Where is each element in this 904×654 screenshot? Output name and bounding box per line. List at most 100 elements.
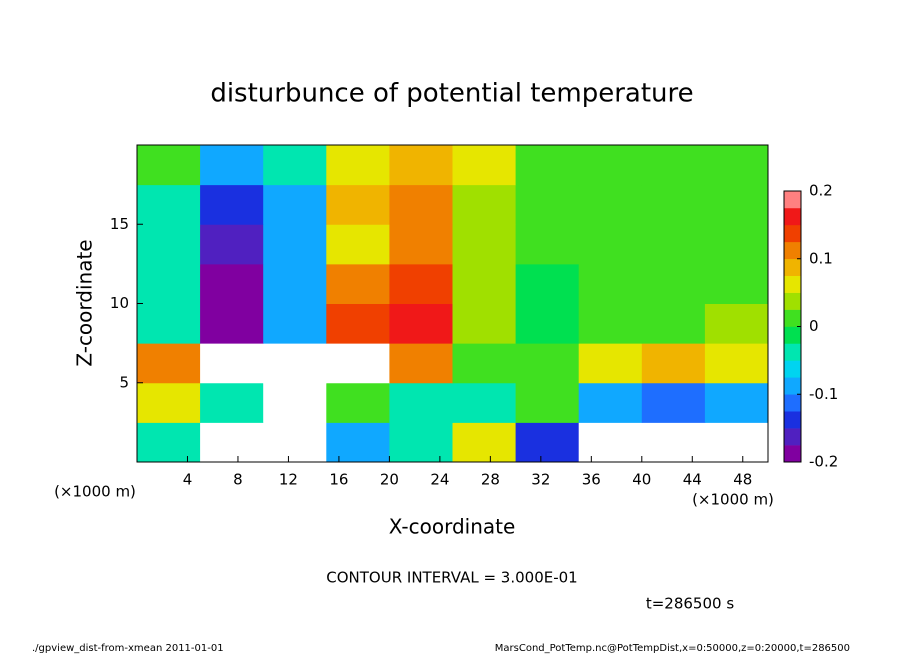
heatmap-cell xyxy=(200,184,264,225)
heatmap-cell xyxy=(137,422,201,463)
heatmap-cell xyxy=(578,343,643,384)
heatmap-cell xyxy=(200,263,264,304)
colorbar-band xyxy=(784,258,801,276)
heatmap-cell xyxy=(200,343,264,384)
time-label: t=286500 s xyxy=(646,595,734,613)
heatmap-cell xyxy=(452,303,517,344)
heatmap-cell xyxy=(515,343,580,384)
y-axis-label: Z-coordinate xyxy=(73,239,97,366)
heatmap-cell xyxy=(326,184,390,225)
heatmap-cell xyxy=(389,303,453,344)
heatmap-cell xyxy=(704,184,769,225)
heatmap-cell xyxy=(515,422,580,463)
heatmap-cell xyxy=(200,224,264,265)
heatmap-cell xyxy=(326,145,390,186)
x-tick-label: 8 xyxy=(233,471,243,489)
heatmap-cell xyxy=(452,382,517,423)
heatmap-cell xyxy=(704,382,769,423)
heatmap-cell xyxy=(704,145,769,186)
heatmap-cell xyxy=(641,145,706,186)
chart-title: disturbunce of potential temperature xyxy=(210,79,693,109)
heatmap-cell xyxy=(515,303,580,344)
x-tick-label: 36 xyxy=(582,471,601,489)
heatmap-cell xyxy=(137,343,201,384)
heatmap-cell xyxy=(263,145,327,186)
colorbar-band xyxy=(784,207,801,226)
heatmap-cell xyxy=(200,303,264,344)
y-tick-label: 15 xyxy=(110,215,129,233)
colorbar-tick-label: -0.2 xyxy=(809,453,838,471)
heatmap-cell xyxy=(263,224,327,265)
heatmap-cell xyxy=(452,184,517,225)
heatmap-cell xyxy=(515,145,580,186)
heatmap-cell xyxy=(641,343,706,384)
colorbar-band xyxy=(784,191,801,209)
heatmap-cell xyxy=(200,382,264,423)
heatmap-cell xyxy=(263,343,327,384)
colorbar-tick-label: 0.2 xyxy=(809,182,833,200)
heatmap-cell xyxy=(389,145,453,186)
heatmap-cell xyxy=(704,422,769,463)
colorbar-band xyxy=(784,394,801,412)
heatmap-cell xyxy=(389,343,453,384)
heatmap-cell xyxy=(578,303,643,344)
heatmap-cell xyxy=(137,184,201,225)
heatmap-cell xyxy=(137,224,201,265)
heatmap-cell xyxy=(263,184,327,225)
heatmap-cell xyxy=(452,343,517,384)
heatmap-cell xyxy=(515,224,580,265)
colorbar-band xyxy=(784,428,801,446)
heatmap-cell xyxy=(704,224,769,265)
y-tick-label: 5 xyxy=(119,373,129,391)
x-axis-label: X-coordinate xyxy=(389,515,516,539)
heatmap-cell xyxy=(641,263,706,304)
heatmap-cell xyxy=(641,303,706,344)
heatmap-cell xyxy=(389,224,453,265)
heatmap-cell xyxy=(704,303,769,344)
heatmap-cell xyxy=(200,422,264,463)
heatmap-cell xyxy=(515,382,580,423)
heatmap-cell xyxy=(515,184,580,225)
heatmap-cell xyxy=(137,145,201,186)
footer: ./gpview_dist-from-xmean 2011-01-01 xyxy=(32,643,224,654)
heatmap-cell xyxy=(389,382,453,423)
footer: MarsCond_PotTemp.nc@PotTempDist,x=0:5000… xyxy=(495,643,850,654)
heatmap-cell xyxy=(200,145,264,186)
heatmap-cell xyxy=(452,263,517,304)
heatmap-cell xyxy=(326,343,390,384)
colorbar-band xyxy=(784,377,801,395)
heatmap-cell xyxy=(326,422,390,463)
x-unit: (×1000 m) xyxy=(692,491,774,509)
heatmap-cell xyxy=(452,422,517,463)
heatmap-cell xyxy=(452,224,517,265)
y-tick-label: 10 xyxy=(110,294,129,312)
annotation: CONTOUR INTERVAL = 3.000E-01 xyxy=(326,569,577,587)
heatmap-cell xyxy=(578,422,643,463)
heatmap-cell xyxy=(137,263,201,304)
heatmap-cell xyxy=(641,184,706,225)
heatmap-cell xyxy=(641,382,706,423)
heatmap-cell xyxy=(704,263,769,304)
colorbar-tick-label: 0 xyxy=(809,317,819,335)
heatmap-cell xyxy=(578,145,643,186)
heatmap-cell xyxy=(389,184,453,225)
heatmap-cell xyxy=(515,263,580,304)
heatmap-cell xyxy=(326,382,390,423)
heatmap-cell xyxy=(326,303,390,344)
x-tick-label: 12 xyxy=(279,471,298,489)
colorbar-band xyxy=(784,224,801,243)
heatmap-cell xyxy=(389,263,453,304)
heatmap-cell xyxy=(263,382,327,423)
heatmap-cell xyxy=(326,224,390,265)
heatmap-cell xyxy=(704,343,769,384)
heatmap-cell xyxy=(263,303,327,344)
colorbar-tick-label: 0.1 xyxy=(809,249,833,267)
x-unit: (×1000 m) xyxy=(54,483,136,501)
colorbar-band xyxy=(784,326,801,344)
colorbar-tick-label: -0.1 xyxy=(809,385,838,403)
x-tick-label: 24 xyxy=(430,471,449,489)
heatmap-cell xyxy=(389,422,453,463)
x-tick-label: 40 xyxy=(632,471,651,489)
heatmap-cell xyxy=(641,422,706,463)
